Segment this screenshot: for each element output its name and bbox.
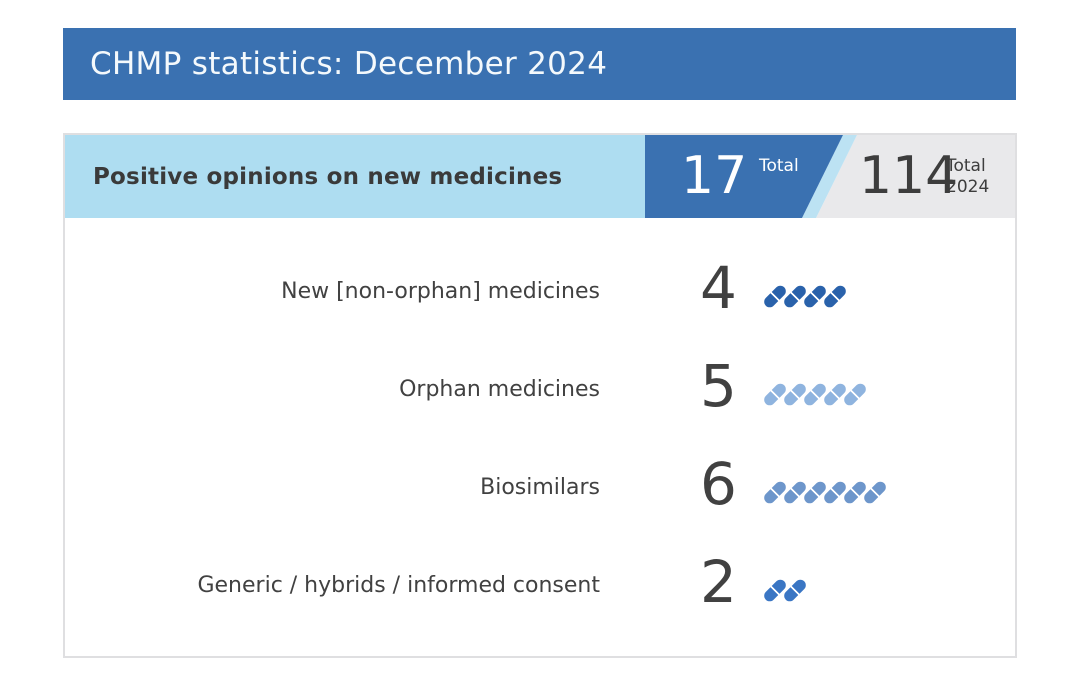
pill-icon — [801, 282, 829, 310]
stat-row-biosimilars: Biosimilars 6 — [65, 438, 1015, 536]
row-label: Generic / hybrids / informed consent — [197, 572, 600, 598]
month-total-caption: Total — [759, 156, 799, 176]
month-total-value: 17 — [681, 145, 748, 206]
stat-row-new-medicines: New [non-orphan] medicines 4 — [65, 242, 1015, 340]
year-total-caption: Total 2024 — [946, 156, 989, 198]
row-value: 5 — [700, 352, 737, 420]
pill-icons — [761, 576, 809, 604]
badge-shapes — [645, 135, 1015, 218]
totals-badges: 17 Total 114 Total 2024 — [645, 135, 1015, 218]
pill-icons — [761, 380, 869, 408]
pill-icon — [821, 478, 849, 506]
year-total-caption-line1: Total — [946, 156, 986, 176]
card-header-row: Positive opinions on new medicines 17 To… — [65, 135, 1015, 218]
year-total-value: 114 — [859, 145, 959, 206]
pill-icon — [781, 478, 809, 506]
pill-icon — [761, 478, 789, 506]
year-total-caption-line2: 2024 — [946, 177, 990, 197]
section-header-band: Positive opinions on new medicines — [65, 135, 645, 218]
statistics-card: Positive opinions on new medicines 17 To… — [63, 133, 1017, 658]
badge-divider-slash — [802, 135, 857, 218]
row-label: Orphan medicines — [399, 376, 600, 402]
pill-icon — [841, 478, 869, 506]
pill-icon — [781, 380, 809, 408]
page-title: CHMP statistics: December 2024 — [90, 46, 608, 82]
title-banner: CHMP statistics: December 2024 — [63, 28, 1016, 100]
stat-row-orphan-medicines: Orphan medicines 5 — [65, 340, 1015, 438]
pill-icon — [821, 380, 849, 408]
section-title: Positive opinions on new medicines — [93, 163, 563, 190]
pill-icon — [761, 282, 789, 310]
pill-icon — [801, 380, 829, 408]
pill-icon — [861, 478, 889, 506]
pill-icon — [801, 478, 829, 506]
row-value: 4 — [700, 254, 737, 322]
month-total-badge-shape — [645, 135, 843, 218]
stat-row-generic-hybrids: Generic / hybrids / informed consent 2 — [65, 536, 1015, 634]
pill-icon — [841, 380, 869, 408]
pill-icon — [781, 576, 809, 604]
stat-rows: New [non-orphan] medicines 4 Orphan medi… — [65, 218, 1015, 634]
pill-icon — [761, 380, 789, 408]
pill-icon — [761, 576, 789, 604]
pill-icons — [761, 478, 889, 506]
pill-icon — [821, 282, 849, 310]
pill-icon — [781, 282, 809, 310]
pill-icons — [761, 282, 849, 310]
row-value: 6 — [700, 450, 737, 518]
row-label: Biosimilars — [480, 474, 600, 500]
row-label: New [non-orphan] medicines — [281, 278, 600, 304]
year-total-badge-shape — [816, 135, 1015, 218]
row-value: 2 — [700, 548, 737, 616]
